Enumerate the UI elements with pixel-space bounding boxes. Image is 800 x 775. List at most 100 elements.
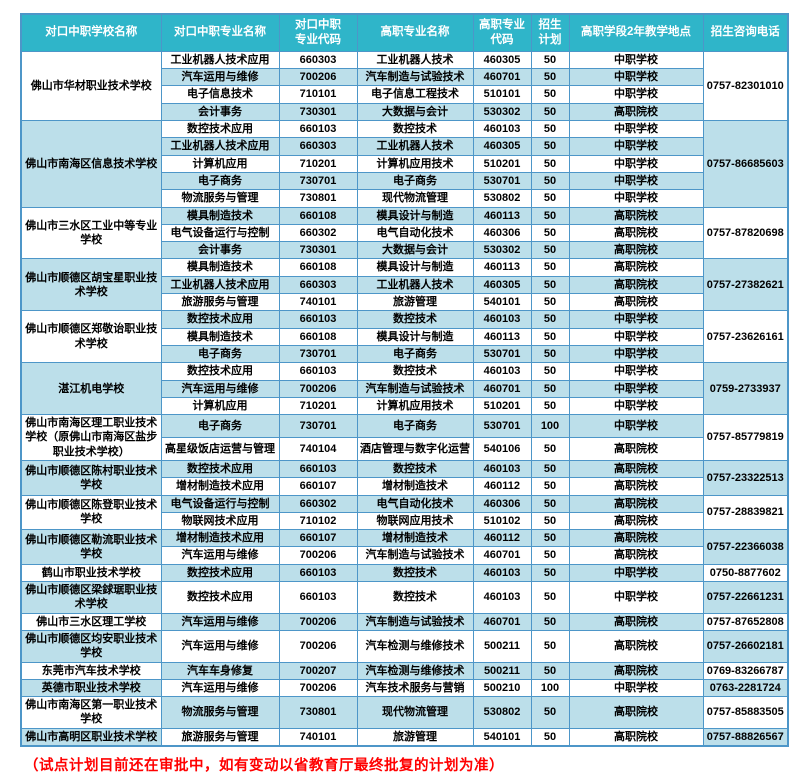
secondary-code-cell: 740101 bbox=[278, 727, 358, 747]
column-header-4: 高职专业 代码 bbox=[472, 13, 532, 52]
secondary-major-cell: 电子信息技术 bbox=[160, 85, 280, 104]
secondary-major-cell: 电子商务 bbox=[160, 414, 280, 439]
location-cell: 中职学校 bbox=[568, 154, 704, 173]
higher-major-cell: 计算机应用技术 bbox=[356, 396, 474, 416]
location-cell: 高职院校 bbox=[568, 241, 704, 260]
school-name-cell: 佛山市顺德区陈村职业技术学校 bbox=[20, 460, 162, 496]
higher-code-cell: 460701 bbox=[472, 546, 532, 565]
school-name-cell: 佛山市顺德区梁銶琚职业技术学校 bbox=[20, 581, 162, 614]
higher-major-cell: 增材制造技术 bbox=[356, 529, 474, 548]
secondary-major-cell: 计算机应用 bbox=[160, 154, 280, 173]
location-cell: 高职院校 bbox=[568, 437, 704, 461]
higher-code-cell: 460103 bbox=[472, 120, 532, 139]
plan-cell: 50 bbox=[530, 327, 570, 346]
plan-cell: 50 bbox=[530, 50, 570, 70]
location-cell: 中职学校 bbox=[568, 50, 704, 70]
plan-cell: 50 bbox=[530, 171, 570, 191]
plan-cell: 50 bbox=[530, 120, 570, 139]
higher-major-cell: 模具设计与制造 bbox=[356, 327, 474, 346]
location-cell: 中职学校 bbox=[568, 120, 704, 139]
enrollment-plan-table: 对口中职学校名称 对口中职专业名称 对口中职 专业代码 高职专业名称 高职专业 代码 招生… bbox=[20, 13, 789, 748]
table-row: 汽车运用与维修 700206 汽车制造与试验技术 460701 50 高职院校 bbox=[21, 546, 788, 565]
phone-cell: 0769-83266787 bbox=[702, 661, 789, 680]
secondary-major-cell: 数控技术应用 bbox=[160, 310, 280, 329]
table-row: 高星级饭店运营与管理 740104 酒店管理与数字化运营 540106 50 高职院校 bbox=[21, 437, 788, 461]
location-cell: 中职学校 bbox=[568, 563, 704, 583]
secondary-code-cell: 660108 bbox=[278, 327, 358, 346]
school-name-cell: 佛山市三水区理工学校 bbox=[20, 612, 162, 631]
higher-major-cell: 工业机器人技术 bbox=[356, 137, 474, 156]
higher-code-cell: 510201 bbox=[472, 154, 532, 173]
higher-code-cell: 540101 bbox=[472, 293, 532, 312]
higher-major-cell: 数控技术 bbox=[356, 459, 474, 479]
secondary-major-cell: 高星级饭店运营与管理 bbox=[160, 437, 280, 461]
secondary-code-cell: 660302 bbox=[278, 494, 358, 513]
higher-code-cell: 510101 bbox=[472, 85, 532, 104]
phone-cell: 0757-23626161 bbox=[702, 310, 789, 364]
secondary-code-cell: 700207 bbox=[278, 661, 358, 680]
higher-code-cell: 460113 bbox=[472, 327, 532, 346]
secondary-major-cell: 汽车运用与维修 bbox=[160, 68, 280, 87]
plan-cell: 50 bbox=[530, 362, 570, 381]
secondary-major-cell: 工业机器人技术应用 bbox=[160, 50, 280, 70]
phone-cell: 0757-27382621 bbox=[702, 258, 789, 312]
table-row: 工业机器人技术应用 660303 工业机器人技术 460305 50 中职学校 bbox=[21, 137, 788, 156]
secondary-major-cell: 汽车运用与维修 bbox=[160, 678, 280, 698]
higher-code-cell: 540106 bbox=[472, 437, 532, 461]
higher-code-cell: 500210 bbox=[472, 678, 532, 698]
secondary-major-cell: 电子商务 bbox=[160, 344, 280, 364]
location-cell: 高职院校 bbox=[568, 275, 704, 295]
secondary-major-cell: 旅游服务与管理 bbox=[160, 727, 280, 747]
school-name-cell: 英德市职业技术学校 bbox=[20, 678, 162, 698]
higher-code-cell: 460701 bbox=[472, 379, 532, 398]
column-header-6: 高职学段2年教学地点 bbox=[568, 13, 704, 52]
plan-cell: 50 bbox=[530, 661, 570, 680]
secondary-code-cell: 740101 bbox=[278, 293, 358, 312]
higher-code-cell: 500211 bbox=[472, 661, 532, 680]
secondary-code-cell: 700206 bbox=[278, 629, 358, 663]
secondary-major-cell: 旅游服务与管理 bbox=[160, 293, 280, 312]
higher-major-cell: 汽车制造与试验技术 bbox=[356, 546, 474, 565]
plan-cell: 50 bbox=[530, 206, 570, 225]
secondary-code-cell: 660107 bbox=[278, 477, 358, 496]
location-cell: 高职院校 bbox=[568, 546, 704, 565]
location-cell: 高职院校 bbox=[568, 477, 704, 496]
table-row: 佛山市华材职业技术学校 工业机器人技术应用 660303 工业机器人技术 460305 5… bbox=[20, 50, 789, 122]
plan-cell: 50 bbox=[530, 696, 570, 729]
table-row: 会计事务 730301 大数据与会计 530302 50 高职院校 bbox=[21, 241, 788, 260]
school-name-cell: 鹤山市职业技术学校 bbox=[20, 563, 162, 583]
secondary-code-cell: 700206 bbox=[278, 546, 358, 565]
table-row: 会计事务 730301 大数据与会计 530302 50 高职院校 bbox=[21, 102, 788, 122]
higher-code-cell: 460306 bbox=[472, 494, 532, 513]
secondary-major-cell: 数控技术应用 bbox=[160, 459, 280, 479]
table-row: 佛山市三水区工业中等专业学校 模具制造技术 660108 模具设计与制造 460113 5… bbox=[20, 206, 789, 260]
phone-cell: 0757-23322513 bbox=[702, 460, 789, 496]
location-cell: 中职学校 bbox=[568, 344, 704, 364]
table-row: 汽车运用与维修 700206 汽车制造与试验技术 460701 50 中职学校 bbox=[21, 379, 788, 398]
table-row: 佛山市南海区信息技术学校 数控技术应用 660103 数控技术 460103 50 中职学校… bbox=[20, 120, 789, 208]
location-cell: 高职院校 bbox=[568, 629, 704, 663]
higher-code-cell: 460103 bbox=[472, 581, 532, 614]
plan-cell: 50 bbox=[530, 563, 570, 583]
higher-code-cell: 460305 bbox=[472, 275, 532, 295]
secondary-code-cell: 730701 bbox=[278, 414, 358, 439]
school-name-cell: 佛山市顺德区均安职业技术学校 bbox=[20, 629, 162, 663]
location-cell: 中职学校 bbox=[568, 189, 704, 208]
plan-cell: 50 bbox=[530, 275, 570, 295]
higher-major-cell: 汽车技术服务与营销 bbox=[356, 678, 474, 698]
secondary-code-cell: 730301 bbox=[278, 241, 358, 260]
secondary-major-cell: 数控技术应用 bbox=[160, 581, 280, 614]
phone-cell: 0757-22366038 bbox=[702, 529, 789, 565]
secondary-major-cell: 汽车车身修复 bbox=[160, 661, 280, 680]
table-row: 佛山市南海区第一职业技术学校 物流服务与管理 730801 现代物流管理 530802 5… bbox=[20, 696, 789, 729]
secondary-code-cell: 700206 bbox=[278, 68, 358, 87]
secondary-code-cell: 660303 bbox=[278, 275, 358, 295]
plan-cell: 100 bbox=[530, 678, 570, 698]
higher-code-cell: 460306 bbox=[472, 223, 532, 243]
higher-major-cell: 电子信息工程技术 bbox=[356, 85, 474, 104]
table-row: 佛山市顺德区均安职业技术学校 汽车运用与维修 700206 汽车检测与维修技术 5002… bbox=[20, 629, 789, 663]
secondary-major-cell: 物联网技术应用 bbox=[160, 511, 280, 531]
school-name-cell: 佛山市南海区信息技术学校 bbox=[20, 120, 162, 208]
higher-code-cell: 510102 bbox=[472, 511, 532, 531]
higher-major-cell: 模具设计与制造 bbox=[356, 206, 474, 225]
